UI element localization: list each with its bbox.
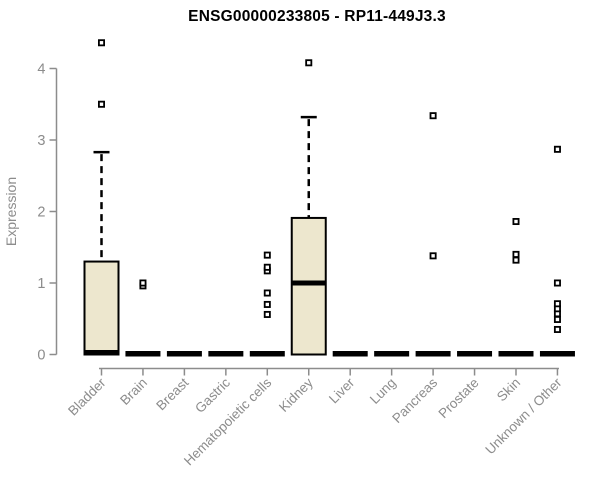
box-rect (290, 216, 327, 356)
outlier-point (263, 251, 271, 259)
box-rect (83, 260, 120, 356)
x-tick-label: Bladder (65, 375, 109, 419)
outlier-point (512, 250, 520, 258)
x-tick-label: Kidney (276, 375, 316, 415)
outlier-point (512, 218, 520, 226)
x-tick-label: Unknown / Other (482, 375, 565, 458)
outlier-point (553, 325, 561, 333)
outlier-point (263, 289, 271, 297)
outlier-point (263, 263, 271, 271)
outlier-point (139, 279, 147, 287)
outlier-point (553, 300, 561, 308)
y-tick-label: 2 (37, 205, 45, 221)
x-tick-label: Gastric (192, 375, 233, 416)
outlier-point (553, 145, 561, 153)
box-hematopoietic-cells (249, 251, 285, 357)
outlier-point (98, 39, 106, 47)
y-tick-label: 0 (37, 348, 45, 364)
box-brain (125, 279, 161, 357)
y-tick-label: 1 (37, 276, 45, 292)
box-pancreas (415, 112, 451, 357)
outlier-point (263, 310, 271, 318)
x-tick-label: Liver (326, 375, 358, 407)
chart-title: ENSG00000233805 - RP11-449J3.3 (188, 8, 446, 25)
outlier-point (305, 59, 313, 67)
outlier-point (553, 315, 561, 323)
box-skin (498, 218, 534, 357)
outlier-point (98, 100, 106, 108)
box-unknown-other (539, 145, 575, 357)
y-tick-label: 3 (37, 133, 45, 149)
y-tick-label: 4 (37, 62, 45, 78)
outlier-point (512, 256, 520, 264)
y-axis-title: Expression (3, 177, 19, 246)
x-tick-label: Pancreas (389, 375, 440, 426)
outlier-point (429, 112, 437, 120)
outlier-point (553, 279, 561, 287)
outlier-point (263, 300, 271, 308)
box-bladder (83, 39, 120, 356)
x-tick-label: Skin (494, 375, 523, 404)
x-tick-label: Breast (153, 375, 191, 413)
x-tick-label: Brain (117, 375, 150, 408)
outlier-point (429, 252, 437, 260)
x-tick-label: Lung (367, 375, 399, 407)
box-kidney (290, 59, 327, 356)
x-tick-label: Prostate (436, 375, 482, 421)
